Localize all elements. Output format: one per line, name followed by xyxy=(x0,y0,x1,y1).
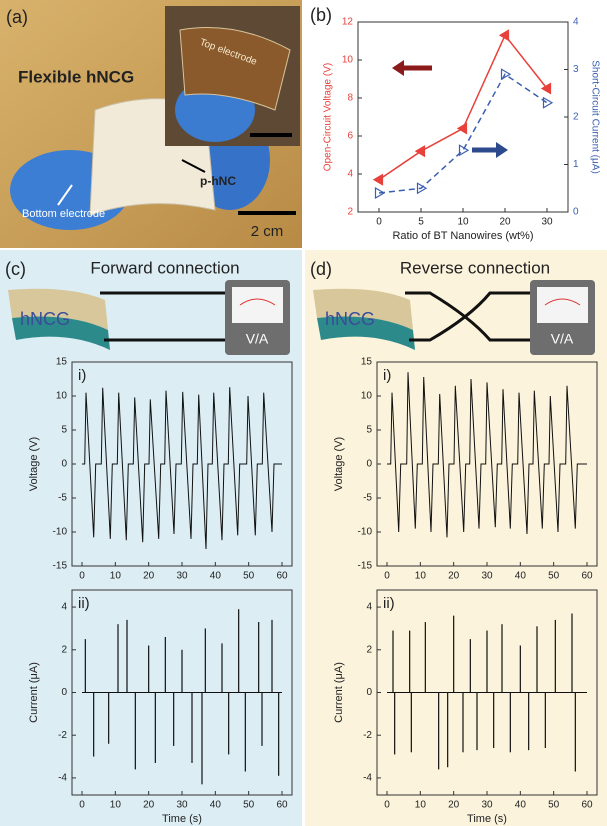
x-tick-label: 20 xyxy=(448,571,460,582)
y-tick-label: -4 xyxy=(363,773,372,784)
electrode-label: Bottom electrode xyxy=(22,208,105,220)
y-tick-label: 0 xyxy=(366,459,372,470)
y-tick-label: 5 xyxy=(61,425,67,436)
panel-label: (b) xyxy=(310,5,332,25)
y-tick-label: 12 xyxy=(342,17,354,28)
y2-axis-label: Short-Circuit Current (μA) xyxy=(589,60,600,174)
x-tick-label: 10 xyxy=(457,217,469,228)
x-tick-label: 0 xyxy=(79,571,85,582)
y-tick-label: -2 xyxy=(363,730,372,741)
plot-label: i) xyxy=(383,367,391,384)
y2-tick-label: 1 xyxy=(573,159,579,170)
panel-label: (d) xyxy=(310,259,332,279)
y2-tick-label: 4 xyxy=(573,17,579,28)
x-axis-label: Time (s) xyxy=(162,813,202,825)
y-tick-label: 10 xyxy=(56,391,68,402)
x-tick-label: 50 xyxy=(243,571,255,582)
y-axis-label: Open-Circuit Voltage (V) xyxy=(323,63,334,171)
x-tick-label: 40 xyxy=(515,571,527,582)
x-tick-label: 20 xyxy=(448,800,460,811)
y-tick-label: 0 xyxy=(61,459,67,470)
x-tick-label: 20 xyxy=(143,800,155,811)
y-tick-label: 0 xyxy=(61,687,67,698)
y-tick-label: 10 xyxy=(342,55,354,66)
y-axis-label: Voltage (V) xyxy=(28,437,40,491)
y-tick-label: -4 xyxy=(58,773,67,784)
panel-title: Reverse connection xyxy=(400,258,550,277)
y-tick-label: 0 xyxy=(366,687,372,698)
y-tick-label: -5 xyxy=(363,493,372,504)
x-tick-label: 0 xyxy=(384,800,390,811)
y-tick-label: 4 xyxy=(347,169,353,180)
meter-face xyxy=(232,287,283,323)
scale-label: 2 cm xyxy=(251,223,284,240)
x-tick-label: 30 xyxy=(176,571,188,582)
figure: (a) Flexible hNCG Top electrode p-hNC Bo… xyxy=(0,0,607,826)
x-tick-label: 40 xyxy=(515,800,527,811)
meter-label: V/A xyxy=(246,331,269,347)
x-tick-label: 50 xyxy=(548,571,560,582)
y2-tick-label: 3 xyxy=(573,64,579,75)
y-axis-label: Voltage (V) xyxy=(333,437,345,491)
x-tick-label: 30 xyxy=(541,217,553,228)
x-tick-label: 30 xyxy=(481,571,493,582)
panel-title: Forward connection xyxy=(90,258,239,277)
x-tick-label: 10 xyxy=(110,800,122,811)
x-tick-label: 30 xyxy=(481,800,493,811)
y2-tick-label: 0 xyxy=(573,207,579,218)
y-tick-label: -15 xyxy=(358,561,373,572)
x-tick-label: 10 xyxy=(110,571,122,582)
x-axis-label: Time (s) xyxy=(467,813,507,825)
y-tick-label: 15 xyxy=(361,357,373,368)
y-tick-label: 2 xyxy=(347,207,353,218)
x-tick-label: 0 xyxy=(79,800,85,811)
meter-face xyxy=(537,287,588,323)
panel-label: (a) xyxy=(6,7,28,27)
y-tick-label: 2 xyxy=(61,644,67,655)
x-tick-label: 40 xyxy=(210,800,222,811)
y-tick-label: 4 xyxy=(61,602,67,613)
plot-label: ii) xyxy=(383,595,395,612)
y-axis-label: Current (μA) xyxy=(28,662,40,723)
x-tick-label: 0 xyxy=(376,217,382,228)
y-tick-label: 5 xyxy=(366,425,372,436)
y-tick-label: 10 xyxy=(361,391,373,402)
y-axis-label: Current (μA) xyxy=(333,662,345,723)
x-tick-label: 60 xyxy=(276,571,288,582)
x-tick-label: 60 xyxy=(581,571,593,582)
plot-label: i) xyxy=(78,367,86,384)
meter-label: V/A xyxy=(551,331,574,347)
x-tick-label: 50 xyxy=(548,800,560,811)
y-tick-label: -10 xyxy=(358,527,373,538)
x-tick-label: 20 xyxy=(499,217,511,228)
film-label: p-hNC xyxy=(200,174,236,188)
x-tick-label: 50 xyxy=(243,800,255,811)
x-axis-label: Ratio of BT Nanowires (wt%) xyxy=(392,230,533,242)
y-tick-label: -2 xyxy=(58,730,67,741)
x-tick-label: 60 xyxy=(276,800,288,811)
x-tick-label: 60 xyxy=(581,800,593,811)
y-tick-label: 4 xyxy=(366,602,372,613)
x-tick-label: 20 xyxy=(143,571,155,582)
x-tick-label: 10 xyxy=(415,571,427,582)
x-tick-label: 0 xyxy=(384,571,390,582)
device-label: hNCG xyxy=(325,309,375,329)
x-tick-label: 10 xyxy=(415,800,427,811)
panel-label: (c) xyxy=(5,259,26,279)
y-tick-label: 6 xyxy=(347,131,353,142)
x-tick-label: 40 xyxy=(210,571,222,582)
y-tick-label: 2 xyxy=(366,644,372,655)
y-tick-label: 15 xyxy=(56,357,68,368)
device-label: hNCG xyxy=(20,309,70,329)
y-tick-label: -15 xyxy=(53,561,68,572)
plot-label: ii) xyxy=(78,595,90,612)
y-tick-label: -5 xyxy=(58,493,67,504)
y-tick-label: -10 xyxy=(53,527,68,538)
photo-panel: (a) Flexible hNCG Top electrode p-hNC Bo… xyxy=(0,0,302,248)
title: Flexible hNCG xyxy=(18,67,134,86)
y-tick-label: 8 xyxy=(347,93,353,104)
y2-tick-label: 2 xyxy=(573,112,579,123)
x-tick-label: 5 xyxy=(418,217,424,228)
x-tick-label: 30 xyxy=(176,800,188,811)
